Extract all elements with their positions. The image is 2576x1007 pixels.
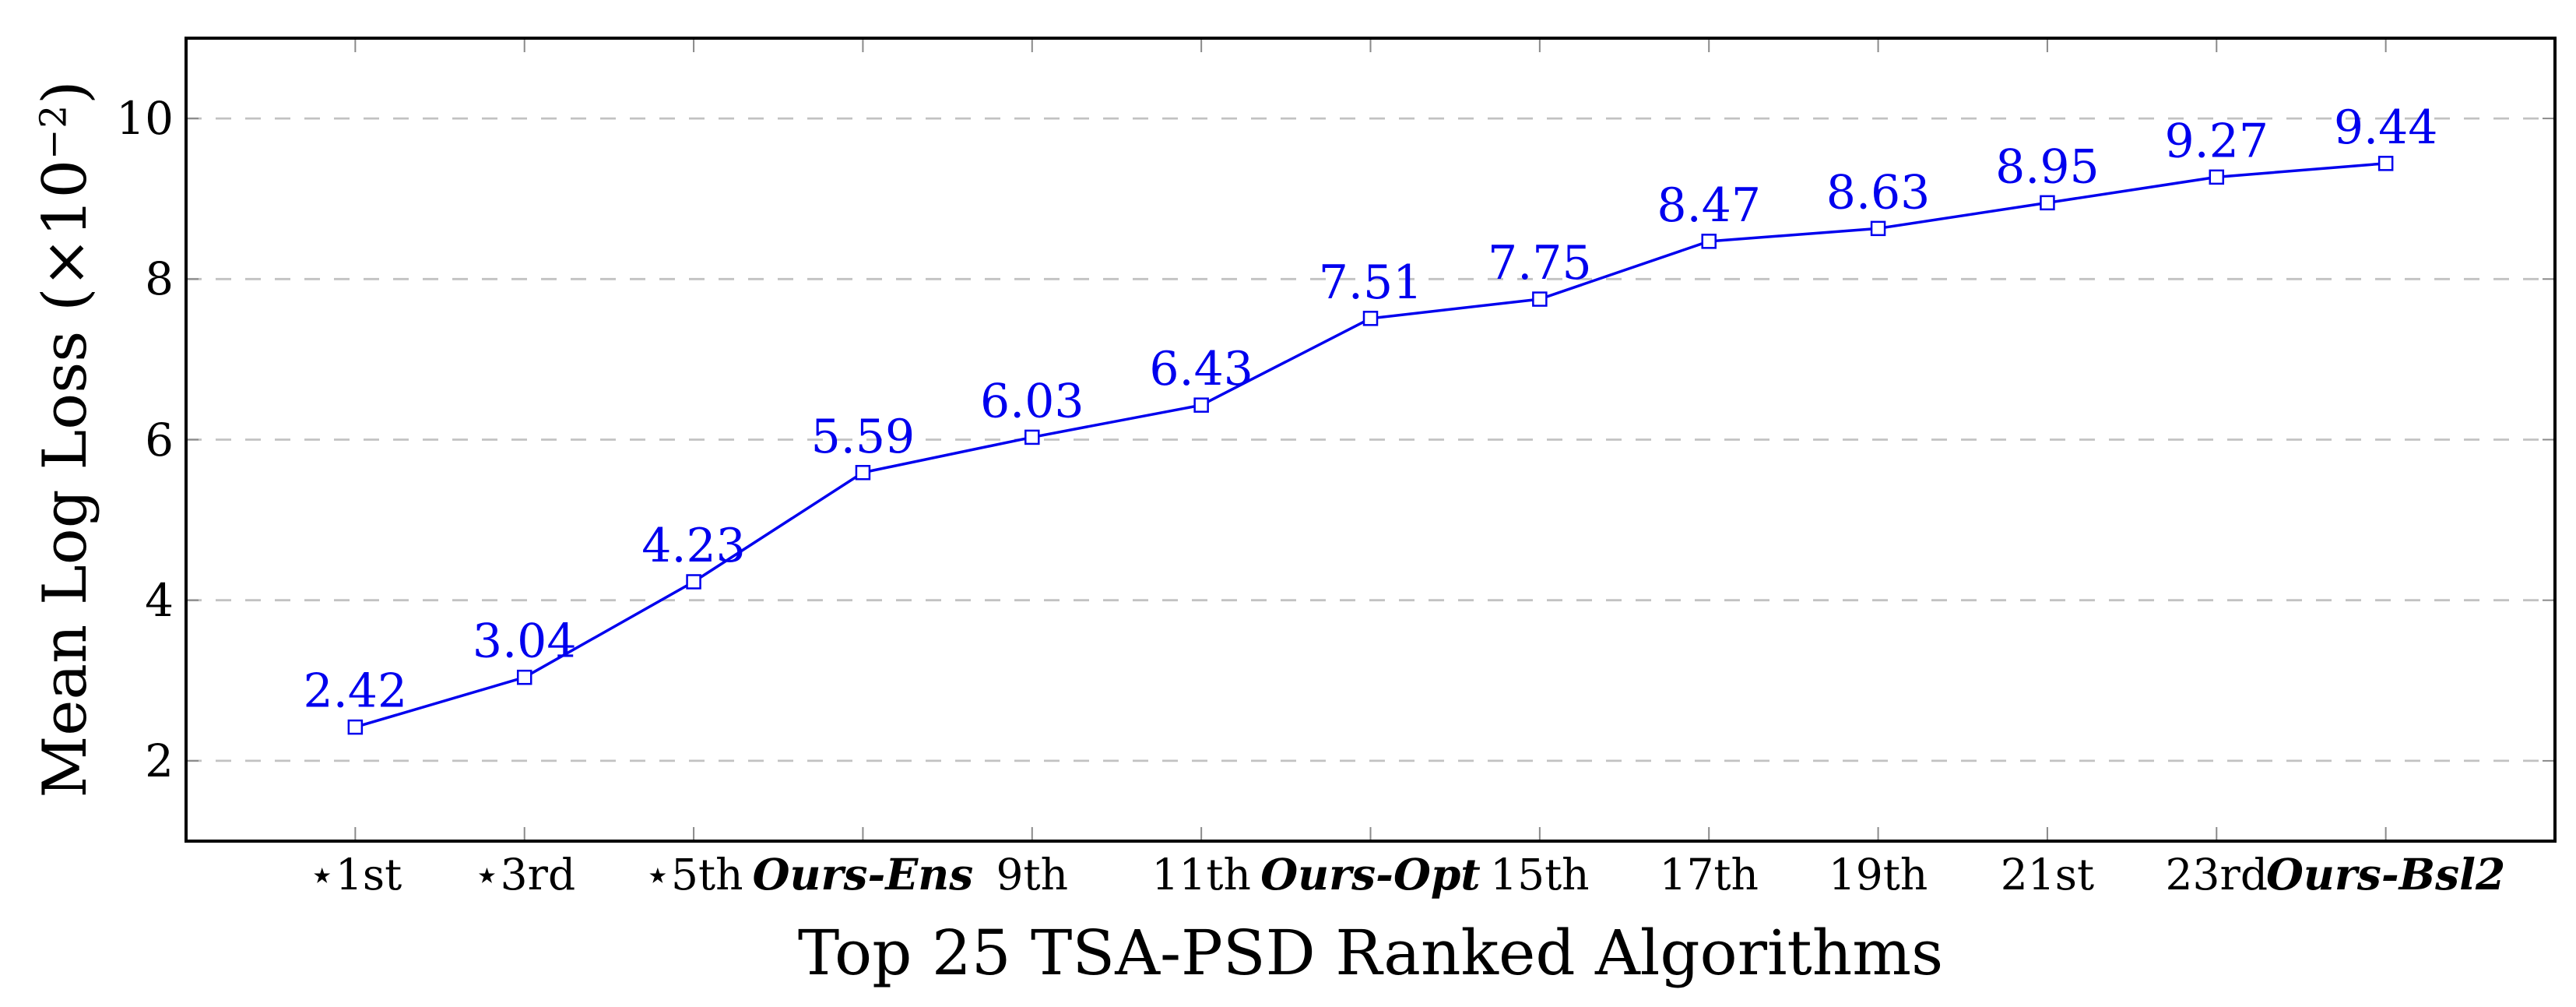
data-point-marker	[516, 669, 532, 685]
data-point-marker	[347, 719, 364, 735]
data-point-marker	[686, 574, 701, 590]
x-tick-label: Ours-Bsl2	[2266, 849, 2506, 900]
x-tick-label: ⋆5th	[644, 850, 743, 900]
data-point-marker	[1024, 429, 1040, 445]
data-point-label: 9.27	[2164, 114, 2268, 168]
y-tick-label: 10	[116, 92, 174, 146]
data-point-label: 5.59	[811, 410, 915, 464]
y-tick-label: 8	[145, 252, 174, 306]
data-point-label: 6.03	[980, 374, 1084, 428]
data-point-label: 4.23	[641, 519, 746, 573]
data-line	[354, 162, 2386, 729]
data-point-label: 6.43	[1149, 342, 1253, 396]
x-tick-label: 21st	[2000, 850, 2095, 900]
x-axis-title: Top 25 TSA-PSD Ranked Algorithms	[797, 917, 1944, 989]
data-point-marker	[2377, 156, 2394, 171]
data-point-label: 7.51	[1319, 255, 1423, 310]
plot-area: 2.42 3.04 4.23 5.59 6.03 6.43 7.51 7.75 8.47 8.63…	[185, 37, 2557, 843]
data-point-marker	[2209, 169, 2225, 185]
y-tick-label: 2	[145, 734, 174, 787]
x-tick-label: 23rd	[2165, 850, 2268, 900]
data-point-marker	[1701, 234, 1717, 249]
data-point-marker	[1870, 220, 1886, 237]
data-point-marker	[855, 465, 871, 481]
x-tick-label: Ours-Ens	[752, 849, 974, 900]
x-tick-label: ⋆1st	[308, 850, 402, 900]
data-point-label: 7.75	[1488, 236, 1592, 290]
x-tick-label: 11th	[1151, 850, 1251, 900]
plot-frame	[185, 37, 2557, 843]
y-tick-label: 4	[145, 573, 174, 627]
x-tick-label: 19th	[1828, 850, 1928, 900]
data-point-label: 8.47	[1657, 178, 1761, 233]
data-point-label: 8.63	[1826, 165, 1931, 220]
data-point-label: 3.04	[473, 614, 577, 669]
data-point-label: 9.44	[2334, 100, 2438, 155]
x-tick-label: 9th	[996, 850, 1069, 900]
y-tick-label: 6	[145, 413, 174, 467]
data-point-marker	[1193, 397, 1209, 413]
data-point-label: 8.95	[1995, 139, 2100, 194]
data-point-marker	[1532, 291, 1548, 307]
x-tick-label: ⋆3rd	[473, 850, 576, 900]
x-tick-label: 17th	[1659, 850, 1759, 900]
x-tick-label: 15th	[1490, 850, 1590, 900]
x-tick-label: Ours-Opt	[1260, 849, 1481, 900]
data-point-marker	[1362, 311, 1379, 326]
data-point-label: 2.42	[304, 664, 408, 719]
data-point-marker	[2040, 195, 2055, 211]
